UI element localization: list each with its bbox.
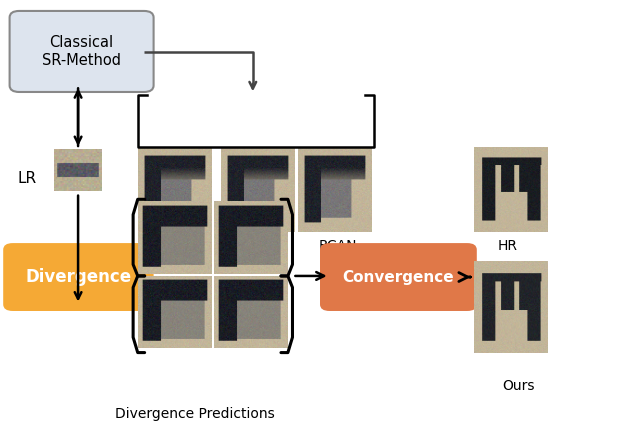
Text: Classical
SR-Method: Classical SR-Method: [42, 35, 121, 67]
Text: Convergence: Convergence: [342, 269, 454, 285]
FancyBboxPatch shape: [10, 11, 154, 92]
FancyBboxPatch shape: [320, 243, 477, 311]
Text: Ours: Ours: [502, 379, 534, 393]
Text: Divergence Predictions: Divergence Predictions: [115, 407, 275, 421]
Text: EDSR: EDSR: [159, 239, 197, 253]
Text: HR: HR: [497, 239, 518, 253]
FancyBboxPatch shape: [3, 243, 154, 311]
Text: LR: LR: [18, 171, 37, 186]
Text: CDC: CDC: [244, 239, 275, 253]
Text: Divergence: Divergence: [26, 268, 131, 286]
Text: RCAN: RCAN: [319, 239, 357, 253]
